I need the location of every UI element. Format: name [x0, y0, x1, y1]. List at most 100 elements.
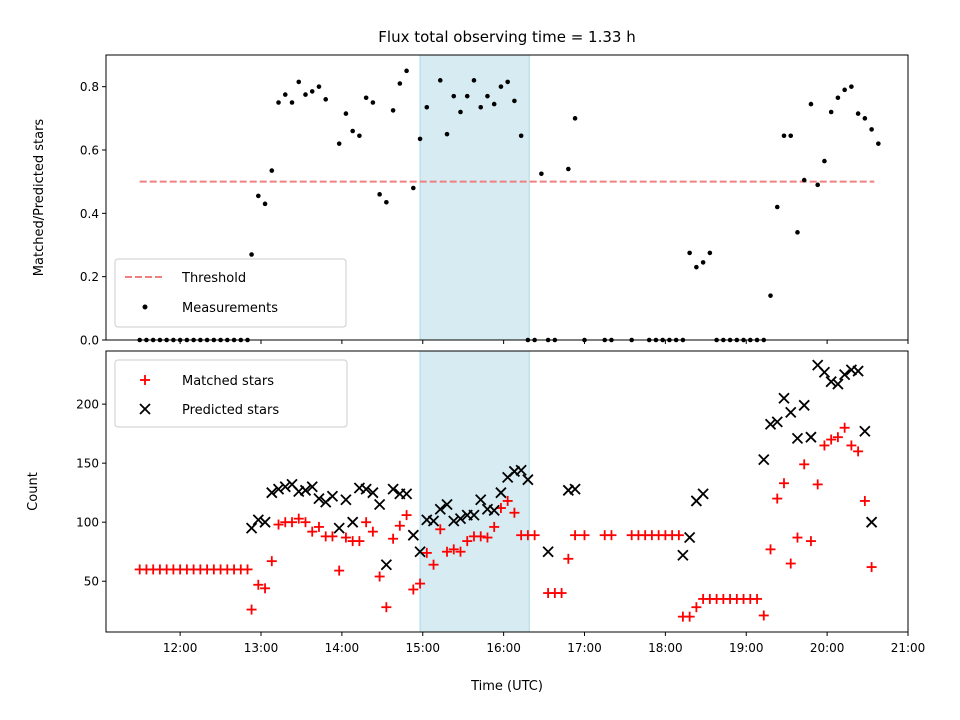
matched-star-point [673, 530, 684, 541]
predicted-star-point [542, 546, 554, 558]
top-y-tick-label: 0.4 [80, 207, 99, 221]
measurement-point [801, 177, 807, 183]
x-tick-label: 19:00 [729, 641, 764, 655]
matched-star-point [579, 530, 590, 541]
x-marker-b [407, 529, 419, 541]
measurement-point [815, 182, 820, 188]
x-marker-b [245, 522, 258, 534]
measurement-point [842, 87, 847, 93]
matched-star-point [367, 526, 378, 537]
x-marker-b [785, 406, 797, 419]
legend-x-marker [139, 403, 151, 415]
x-marker-b [139, 403, 151, 415]
matched-star-point [300, 517, 311, 528]
x-marker-b [259, 516, 271, 528]
x-marker-b [252, 514, 264, 526]
predicted-star-point [326, 490, 339, 502]
legend-matched-swatch [140, 375, 150, 385]
matched-star-point [489, 521, 500, 532]
measurement-point [781, 133, 787, 139]
measurement-point [370, 100, 376, 105]
x-tick-label: 13:00 [244, 641, 279, 655]
top-y-tick-label: 0.2 [80, 270, 99, 284]
measurement-point [363, 95, 369, 101]
x-marker-b [299, 484, 312, 496]
measurement-point [309, 89, 315, 94]
top-y-tick-label: 0.0 [80, 334, 99, 348]
predicted-star-point [832, 378, 844, 390]
matched-star-point [246, 604, 257, 615]
matched-star-point [832, 432, 843, 443]
x-marker-b [852, 365, 864, 377]
x-tick-label: 18:00 [648, 641, 683, 655]
measurement-point [282, 92, 288, 97]
measurement-point [269, 168, 275, 173]
legend-plus-marker [140, 375, 150, 385]
measurement-point [377, 192, 382, 197]
matched-star-point [859, 495, 870, 506]
bottom-axes-frame [105, 350, 909, 633]
matched-stars-series [134, 422, 877, 622]
matched-star-point [846, 440, 857, 451]
matched-star-point [428, 559, 439, 570]
predicted-star-point [373, 498, 386, 511]
legend-threshold-label: Threshold [181, 271, 246, 286]
x-marker-b [279, 481, 291, 493]
measurement-point [424, 104, 430, 110]
x-marker-b [326, 490, 339, 502]
bottom-y-tick-label: 50 [84, 575, 99, 589]
x-marker-b [825, 376, 837, 388]
x-tick-label: 17:00 [567, 641, 602, 655]
predicted-star-point [515, 464, 527, 476]
matched-star-point [812, 479, 823, 490]
measurement-point [694, 264, 699, 270]
matched-star-point [691, 602, 702, 613]
measurement-point [384, 199, 389, 205]
x-marker-b [859, 425, 871, 437]
bottom-legend: Matched stars Predicted stars [114, 359, 348, 428]
measurement-point [276, 100, 281, 105]
matched-star-point [606, 530, 617, 541]
predicted-star-point [771, 416, 783, 428]
predicted-star-point [684, 531, 696, 544]
matched-star-point [758, 610, 769, 621]
predicted-star-point [414, 546, 426, 558]
matched-star-point [340, 532, 351, 543]
x-marker-b [373, 498, 386, 511]
matched-star-point [287, 517, 298, 528]
measurement-point [458, 109, 463, 115]
matched-star-point [826, 434, 837, 445]
matched-star-point [752, 593, 763, 604]
bottom-legend-box [114, 359, 348, 428]
predicted-star-point [798, 399, 810, 411]
predicted-star-point [245, 522, 258, 534]
x-marker-b [475, 494, 487, 506]
measurement-point [572, 116, 578, 121]
measurement-point [471, 78, 477, 83]
predicted-star-point [380, 559, 392, 571]
x-marker-b [758, 453, 770, 466]
matched-star-point [778, 478, 789, 489]
matched-star-point [563, 553, 574, 564]
bottom-panel: 50 100 150 200 12:00 13:00 14:00 15:00 16:00 17:… [26, 350, 926, 694]
matched-star-point [435, 524, 446, 535]
predicted-star-point [865, 516, 878, 528]
matched-star-point [394, 520, 405, 531]
matched-star-point [415, 578, 426, 589]
matched-star-point [805, 536, 816, 547]
measurement-point [411, 185, 416, 191]
matched-star-point [313, 521, 324, 532]
x-marker-b [313, 492, 325, 505]
x-marker-b [286, 478, 298, 491]
measurement-point [303, 92, 308, 97]
x-marker-b [488, 504, 500, 517]
legend-predicted-label: Predicted stars [182, 403, 279, 418]
predicted-star-point [272, 483, 285, 495]
x-tick-label: 21:00 [891, 641, 926, 655]
measurement-point [700, 260, 706, 265]
matched-star-point [509, 507, 520, 518]
x-marker-b [805, 431, 817, 443]
x-marker-b [515, 464, 527, 476]
predicted-star-point [340, 494, 352, 506]
x-tick-label: 14:00 [325, 641, 360, 655]
